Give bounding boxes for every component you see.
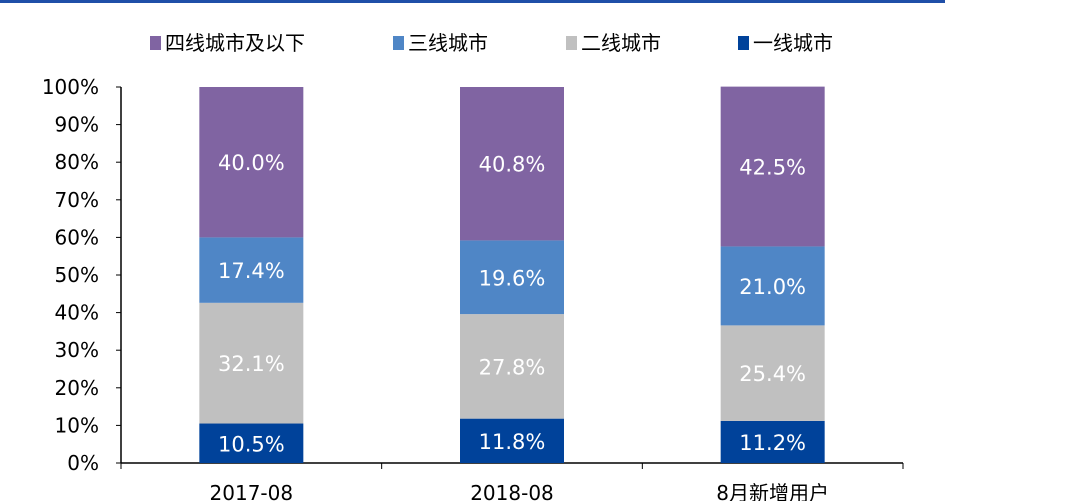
bar-segment	[720, 420, 825, 463]
header-rule	[0, 0, 945, 3]
legend-label: 二线城市	[581, 31, 661, 55]
bar-segment	[199, 423, 304, 463]
bar-segment	[720, 86, 825, 247]
data-label: 40.8%	[479, 153, 546, 177]
y-tick-label: 70%	[55, 188, 99, 212]
y-tick-label: 40%	[55, 301, 99, 325]
data-label: 25.4%	[739, 362, 806, 386]
legend-swatch	[150, 36, 161, 50]
y-tick-label: 30%	[55, 338, 99, 362]
data-label: 42.5%	[739, 156, 806, 180]
y-tick-label: 80%	[55, 150, 99, 174]
bar-segment	[720, 246, 825, 326]
data-label: 17.4%	[218, 259, 285, 283]
legend-label: 四线城市及以下	[165, 31, 305, 55]
bar-segment	[720, 325, 825, 421]
y-tick-label: 60%	[55, 225, 99, 249]
data-label: 19.6%	[479, 266, 546, 290]
bar-segment	[199, 302, 304, 424]
bar-segment	[460, 240, 564, 315]
data-label: 11.2%	[739, 431, 806, 455]
bar-segment	[199, 87, 304, 238]
x-tick-label: 2017-08	[210, 481, 294, 501]
data-label: 27.8%	[479, 355, 546, 379]
data-label: 21.0%	[739, 275, 806, 299]
bar-segment	[460, 87, 564, 241]
x-tick-label: 8月新增用户	[716, 481, 829, 501]
data-label: 11.8%	[479, 430, 546, 454]
bar-segment	[460, 418, 564, 463]
legend-swatch	[393, 36, 404, 50]
legend-label: 一线城市	[753, 31, 833, 55]
y-tick-label: 90%	[55, 113, 99, 137]
bar-segment	[199, 237, 304, 303]
y-tick-label: 0%	[67, 451, 99, 475]
x-tick-label: 2018-08	[470, 481, 554, 501]
data-label: 32.1%	[218, 352, 285, 376]
legend-label: 三线城市	[408, 31, 488, 55]
legend-swatch	[738, 36, 749, 50]
y-tick-label: 10%	[55, 413, 99, 437]
y-tick-label: 20%	[55, 376, 99, 400]
bar-segment	[460, 314, 564, 419]
y-tick-label: 100%	[42, 75, 99, 99]
y-tick-label: 50%	[55, 263, 99, 287]
data-label: 10.5%	[218, 432, 285, 456]
data-label: 40.0%	[218, 151, 285, 175]
legend-swatch	[566, 36, 577, 50]
